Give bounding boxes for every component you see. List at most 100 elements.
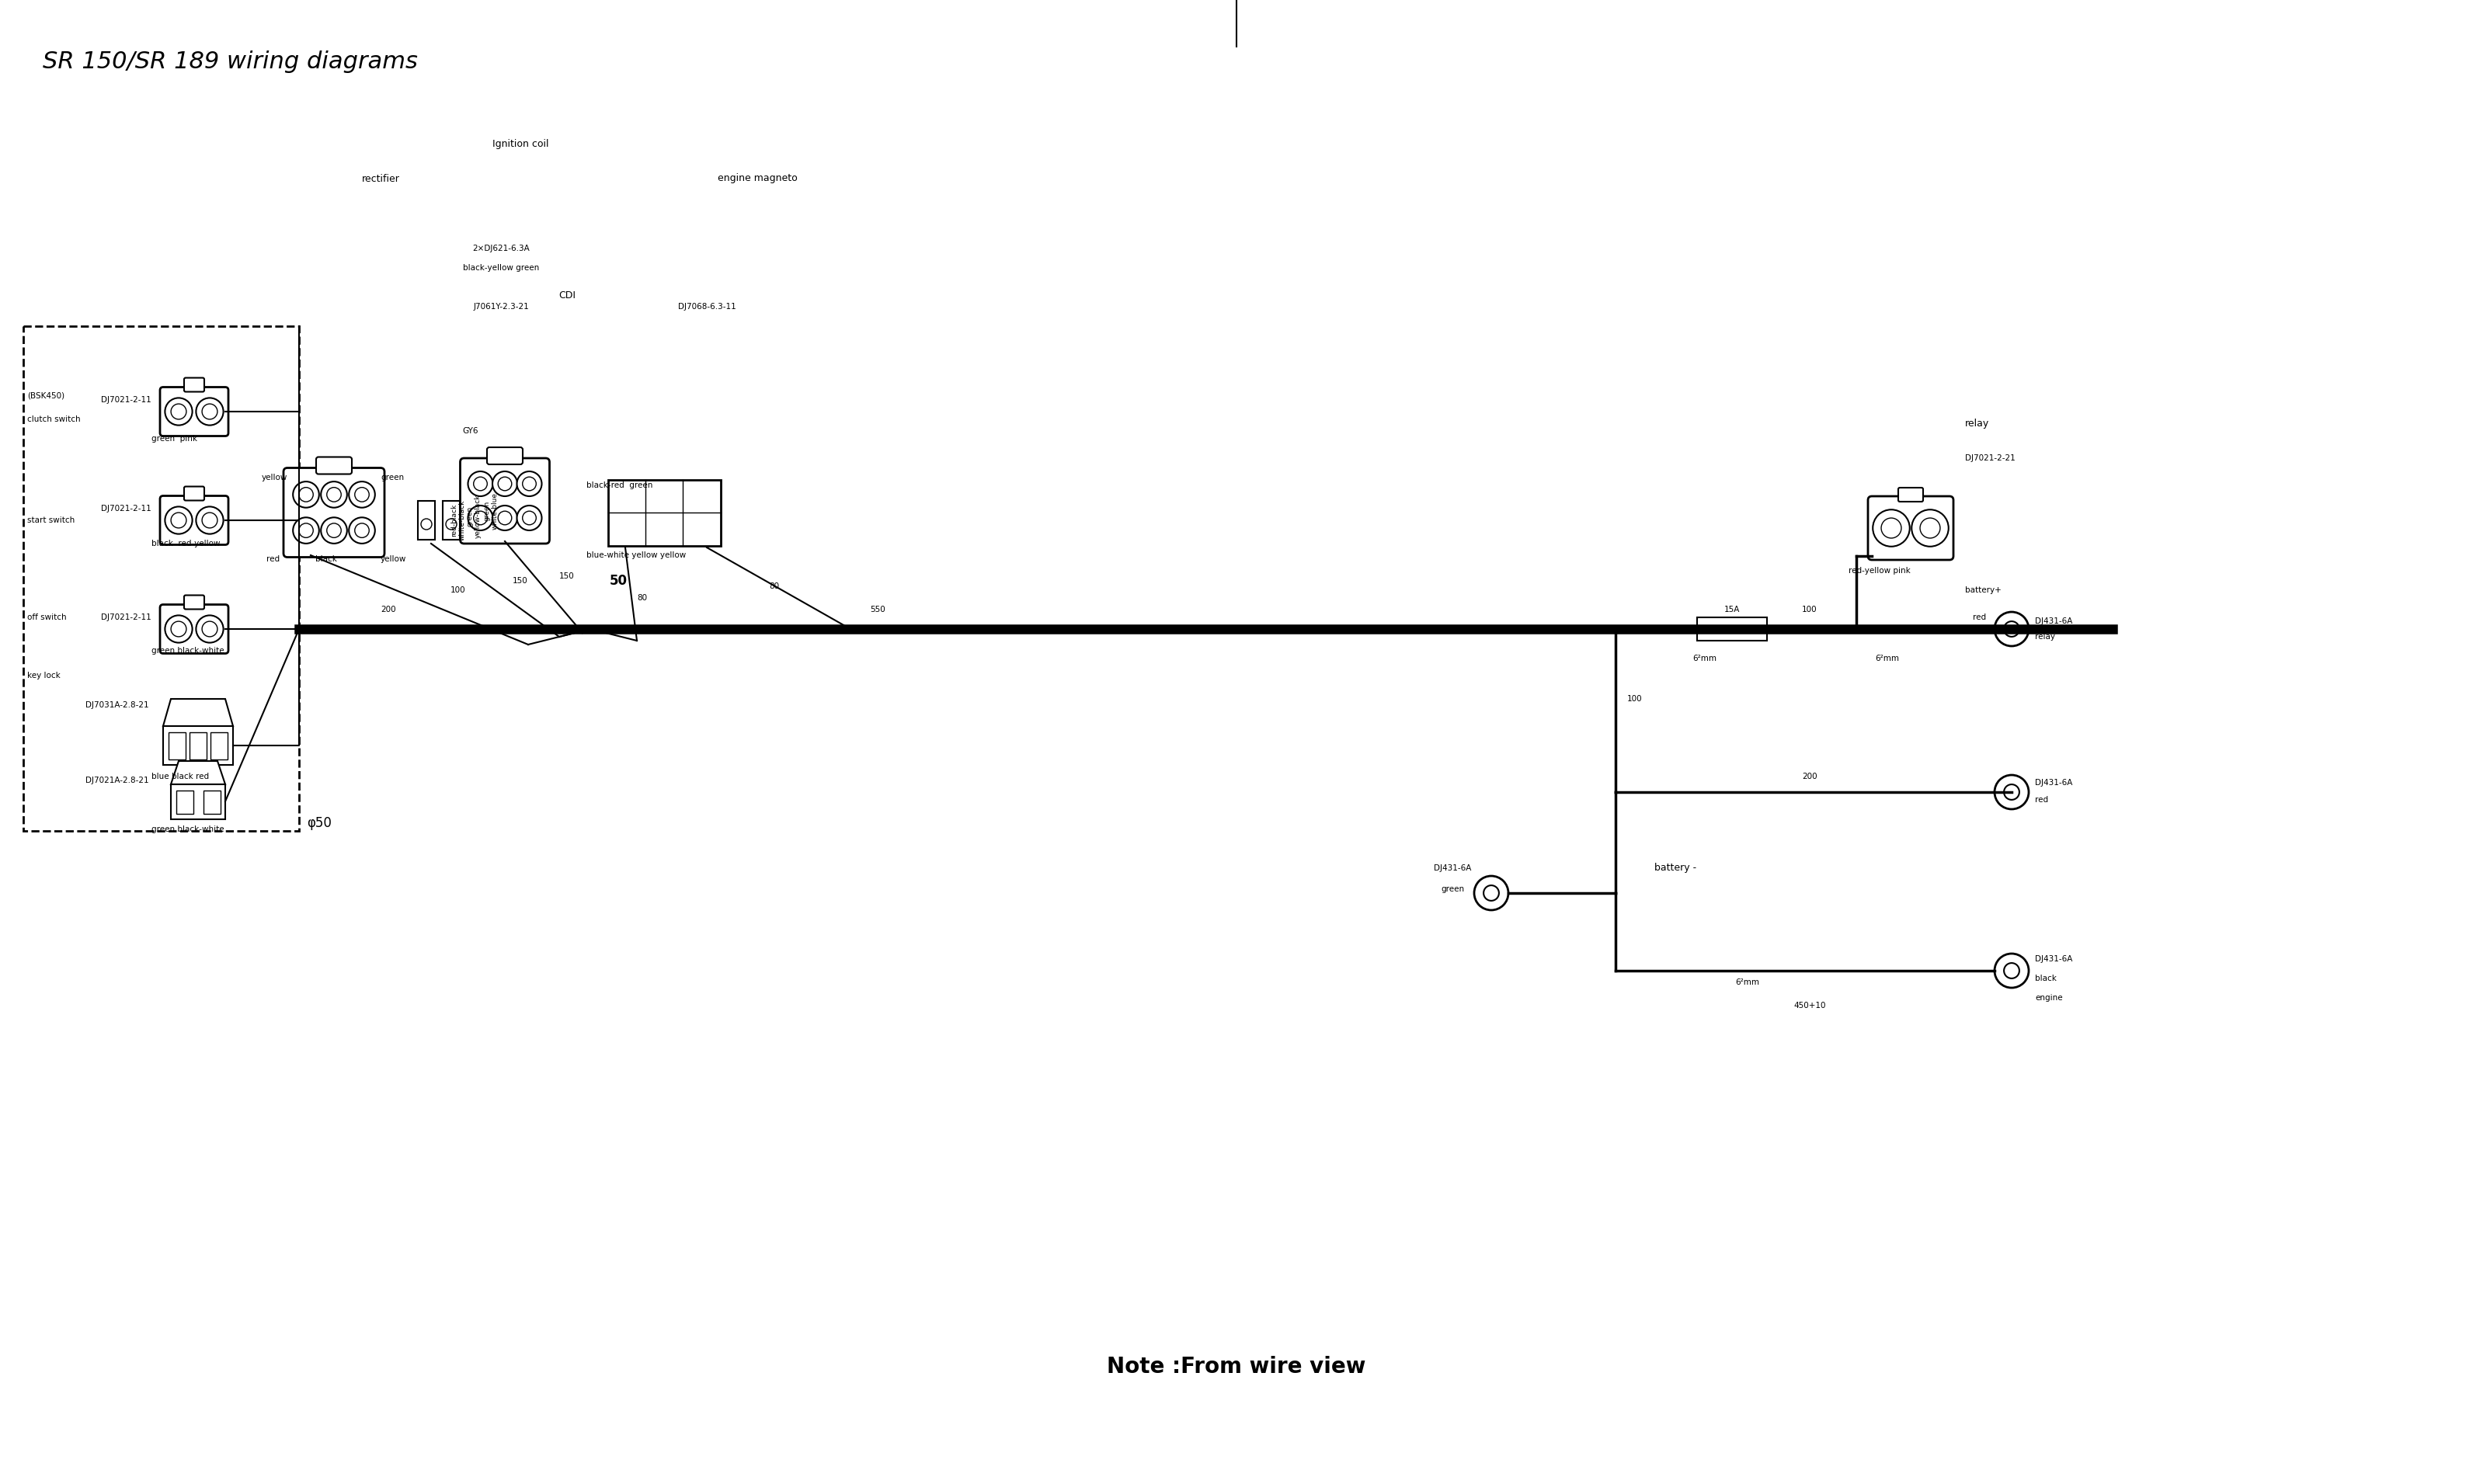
Circle shape xyxy=(467,506,492,530)
Circle shape xyxy=(171,404,185,420)
Circle shape xyxy=(349,481,376,508)
Text: (BSK450): (BSK450) xyxy=(27,392,64,399)
Text: red: red xyxy=(1973,613,1986,622)
Text: DJ431-6A: DJ431-6A xyxy=(1434,864,1471,873)
Circle shape xyxy=(517,506,542,530)
Text: black: black xyxy=(2035,975,2058,982)
Circle shape xyxy=(326,524,341,537)
Text: blue-white yellow yellow: blue-white yellow yellow xyxy=(586,552,685,559)
Text: GY6: GY6 xyxy=(462,427,477,435)
Text: 80: 80 xyxy=(638,594,648,603)
Bar xyxy=(418,502,435,540)
Text: green black-white: green black-white xyxy=(151,825,225,833)
Text: 150: 150 xyxy=(559,573,574,580)
Circle shape xyxy=(195,616,223,643)
Text: DJ7021-2-11: DJ7021-2-11 xyxy=(101,613,151,622)
Text: black  red-yellow: black red-yellow xyxy=(151,540,220,548)
Circle shape xyxy=(321,518,346,543)
Text: relay: relay xyxy=(1966,418,1988,429)
Text: black-red  green: black-red green xyxy=(586,481,653,490)
Bar xyxy=(210,732,228,760)
Circle shape xyxy=(517,472,542,496)
Circle shape xyxy=(195,506,223,534)
Text: DJ7021-2-11: DJ7021-2-11 xyxy=(101,505,151,512)
Text: DJ7021A-2.8-21: DJ7021A-2.8-21 xyxy=(87,776,148,785)
Text: key lock: key lock xyxy=(27,672,59,680)
Circle shape xyxy=(203,622,218,637)
Bar xyxy=(171,785,225,819)
Circle shape xyxy=(2003,622,2020,637)
Text: red: red xyxy=(2035,795,2048,804)
Text: 100: 100 xyxy=(450,586,465,594)
Circle shape xyxy=(203,404,218,420)
Text: DJ431-6A: DJ431-6A xyxy=(2035,617,2072,625)
Polygon shape xyxy=(163,699,232,726)
Text: red-black
white-black: red-black white-black xyxy=(450,500,465,540)
Circle shape xyxy=(349,518,376,543)
FancyBboxPatch shape xyxy=(161,604,228,653)
Circle shape xyxy=(292,481,319,508)
Text: engine magneto: engine magneto xyxy=(717,174,796,184)
Text: red-yellow pink: red-yellow pink xyxy=(1847,567,1912,574)
FancyBboxPatch shape xyxy=(161,496,228,545)
Circle shape xyxy=(472,476,487,491)
FancyBboxPatch shape xyxy=(161,387,228,436)
Circle shape xyxy=(2003,785,2020,800)
Text: clutch switch: clutch switch xyxy=(27,416,82,423)
Text: J7061Y-2.3-21: J7061Y-2.3-21 xyxy=(475,303,529,310)
Bar xyxy=(443,502,460,540)
Polygon shape xyxy=(171,761,225,785)
Text: black: black xyxy=(317,555,336,562)
Text: φ50: φ50 xyxy=(307,816,331,830)
Circle shape xyxy=(166,506,193,534)
Text: 200: 200 xyxy=(1803,773,1818,781)
Circle shape xyxy=(497,510,512,525)
Text: yellow: yellow xyxy=(381,555,406,562)
Text: battery -: battery - xyxy=(1654,864,1696,873)
Circle shape xyxy=(292,518,319,543)
Bar xyxy=(203,791,220,813)
Text: 450+10: 450+10 xyxy=(1793,1002,1825,1009)
Text: 80: 80 xyxy=(769,582,779,591)
Circle shape xyxy=(492,506,517,530)
Text: green: green xyxy=(381,473,403,481)
Circle shape xyxy=(166,616,193,643)
Text: black-yellow green: black-yellow green xyxy=(462,264,539,272)
Circle shape xyxy=(321,481,346,508)
Text: relay: relay xyxy=(2035,632,2055,641)
Circle shape xyxy=(2003,963,2020,978)
Text: 100: 100 xyxy=(1803,605,1818,613)
Text: green  pink: green pink xyxy=(151,435,198,442)
FancyBboxPatch shape xyxy=(183,378,205,392)
Bar xyxy=(190,732,208,760)
Text: 6²mm: 6²mm xyxy=(1736,978,1761,987)
Circle shape xyxy=(171,512,185,528)
Circle shape xyxy=(203,512,218,528)
Text: 150: 150 xyxy=(512,577,527,585)
Text: rectifier: rectifier xyxy=(361,174,401,184)
Circle shape xyxy=(472,510,487,525)
Circle shape xyxy=(1996,954,2028,988)
Text: 6²mm: 6²mm xyxy=(1875,654,1899,662)
FancyBboxPatch shape xyxy=(1899,488,1924,502)
Circle shape xyxy=(492,472,517,496)
Text: 100: 100 xyxy=(1627,695,1642,703)
Text: blue black red: blue black red xyxy=(151,773,210,781)
Circle shape xyxy=(171,622,185,637)
Text: DJ7068-6.3-11: DJ7068-6.3-11 xyxy=(678,303,737,310)
Circle shape xyxy=(1996,775,2028,809)
FancyBboxPatch shape xyxy=(1867,496,1954,559)
Circle shape xyxy=(354,487,368,502)
Text: 550: 550 xyxy=(870,605,885,613)
Text: DJ431-6A: DJ431-6A xyxy=(2035,779,2072,787)
Text: start switch: start switch xyxy=(27,516,74,524)
Bar xyxy=(176,791,193,813)
Text: SR 150/SR 189 wiring diagrams: SR 150/SR 189 wiring diagrams xyxy=(42,50,418,73)
Text: DJ7021-2-21: DJ7021-2-21 xyxy=(1966,454,2015,462)
Text: battery+: battery+ xyxy=(1966,586,2001,594)
Text: DJ7021-2-11: DJ7021-2-11 xyxy=(101,396,151,404)
Circle shape xyxy=(1912,509,1949,546)
Circle shape xyxy=(166,398,193,426)
Circle shape xyxy=(354,524,368,537)
Text: engine: engine xyxy=(2035,994,2062,1002)
